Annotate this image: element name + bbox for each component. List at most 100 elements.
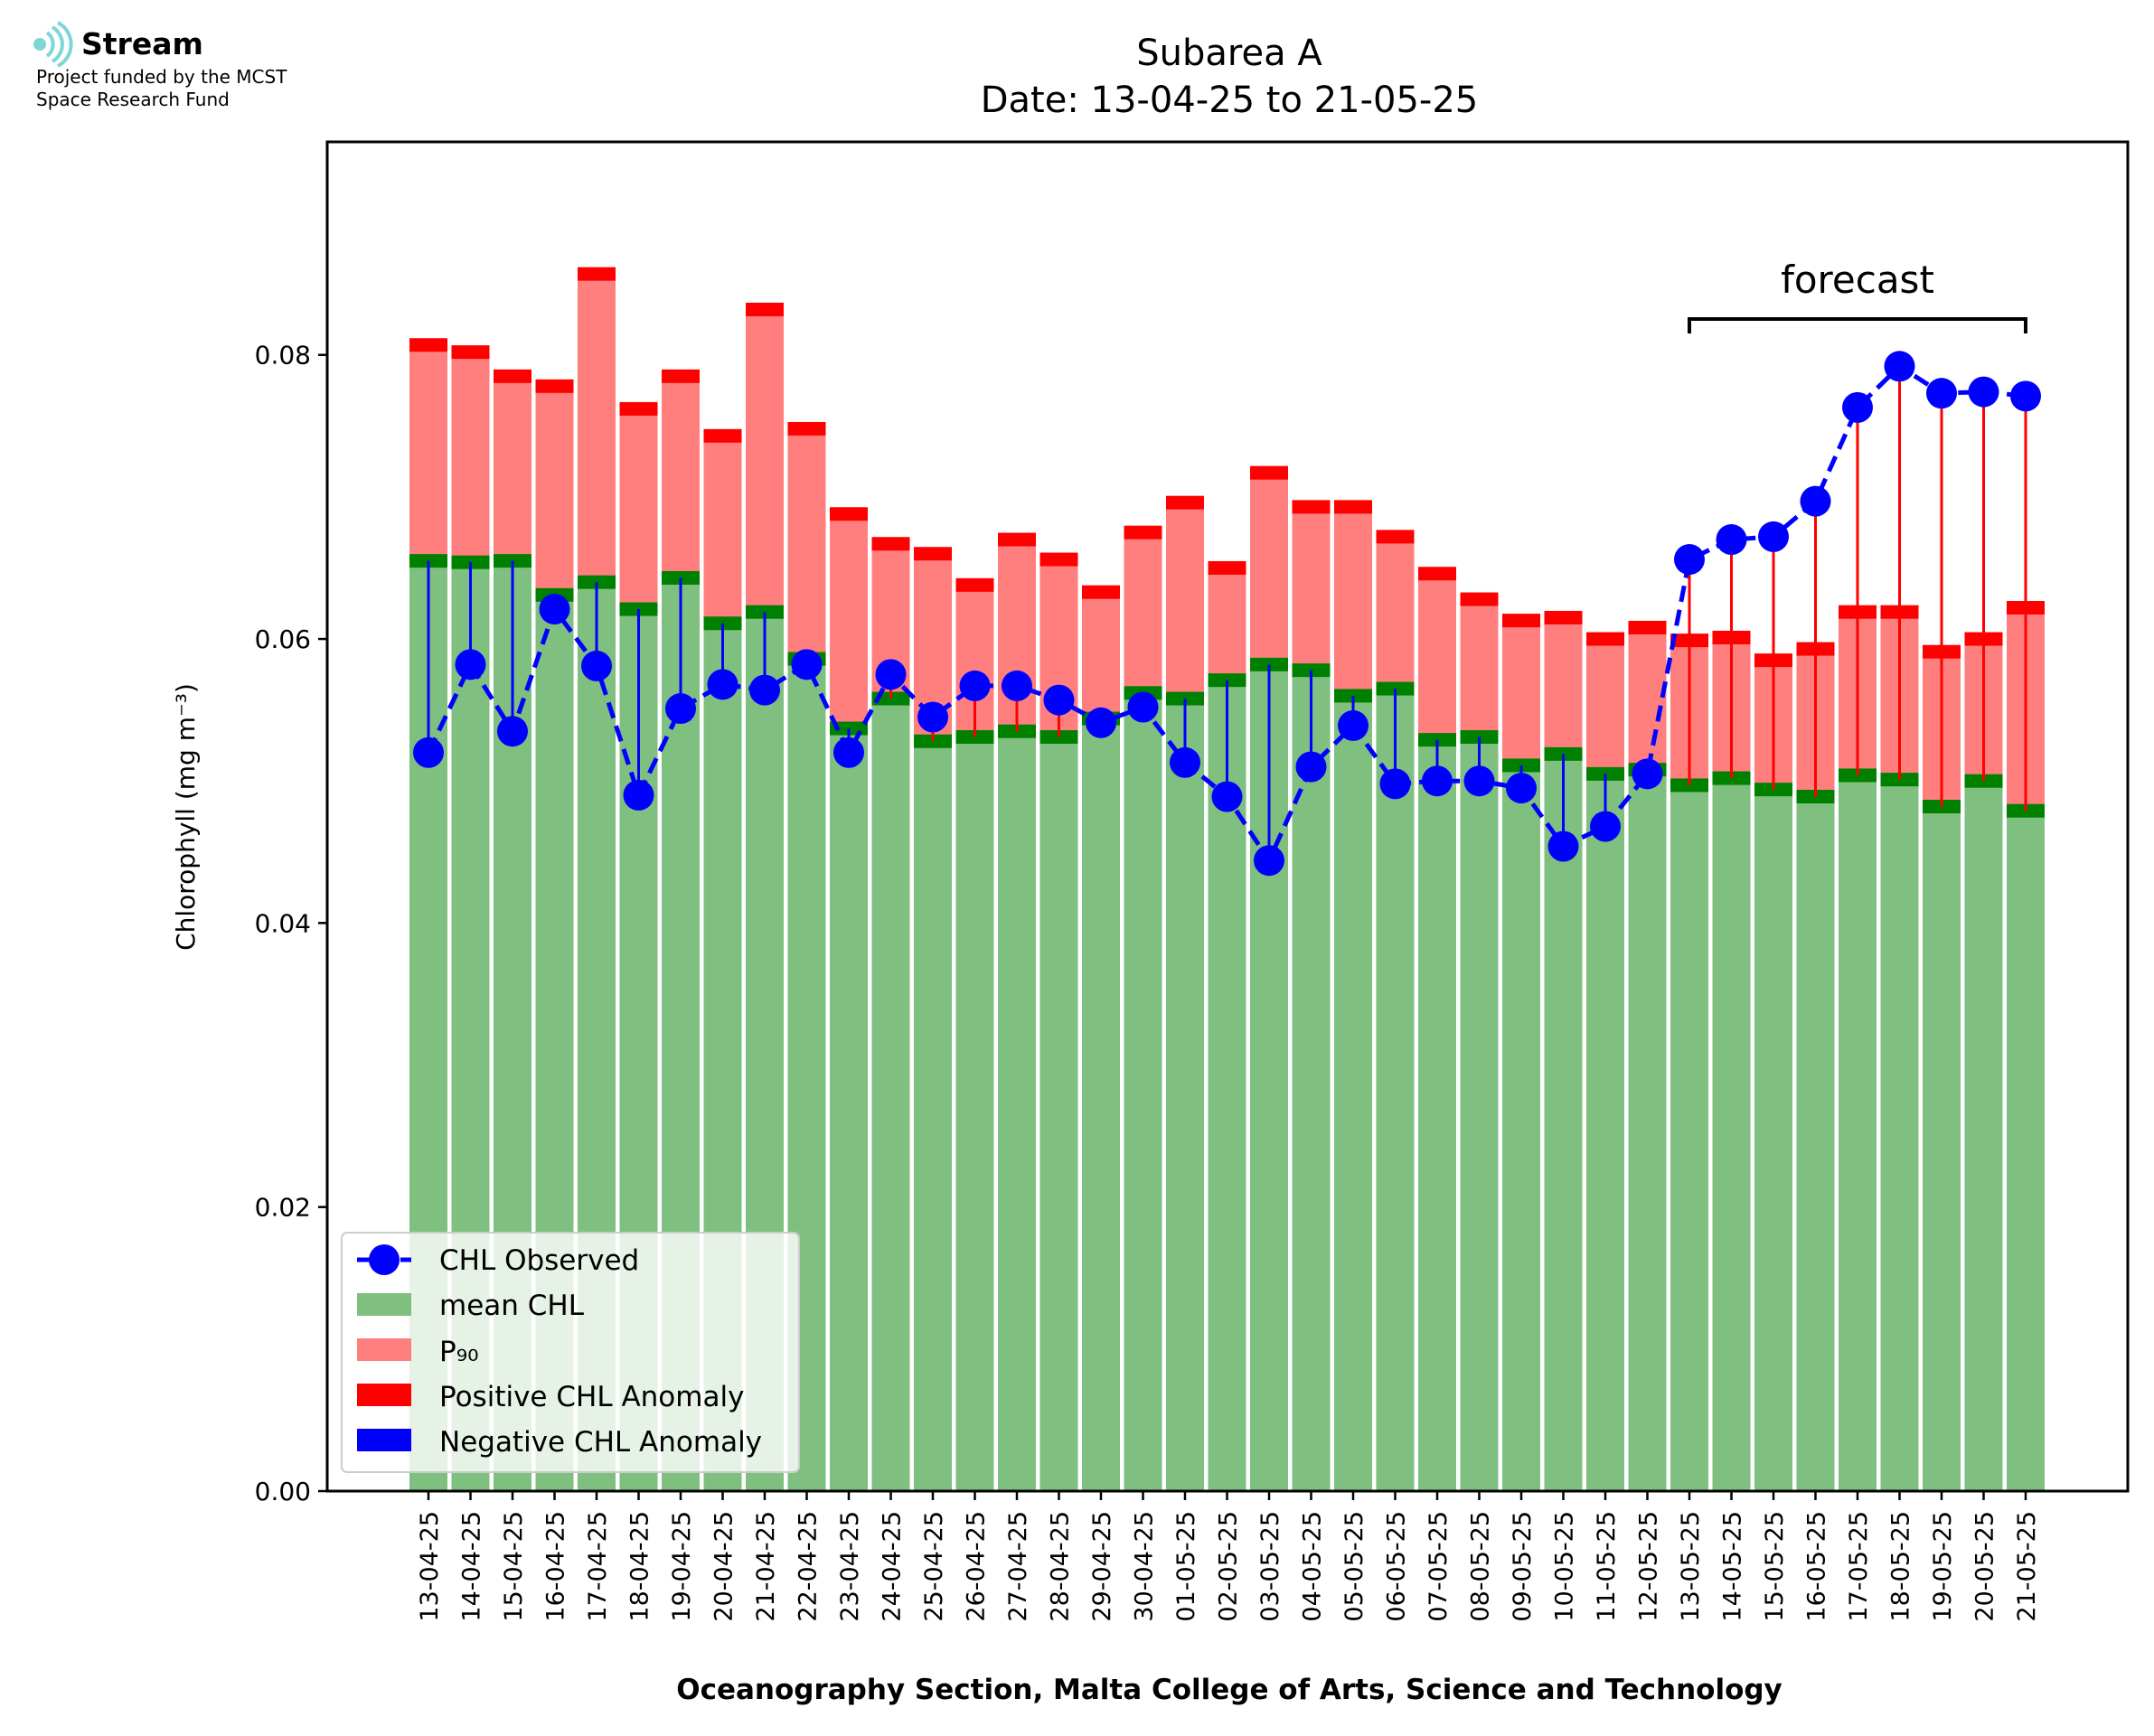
legend-item-negative-anomaly: Negative CHL Anomaly [357,1426,762,1459]
p90-bar-cap [494,369,531,383]
mean-bar [2007,811,2045,1491]
x-tick-label: 15-04-25 [500,1511,528,1622]
x-tick-label: 19-04-25 [668,1511,696,1622]
observed-point [2010,380,2041,412]
legend-label-negative-anomaly: Negative CHL Anomaly [439,1426,762,1459]
forecast-label: forecast [1781,258,1934,302]
p90-bar-cap [1208,560,1246,575]
observed-point [1379,768,1411,800]
x-tick-label: 25-04-25 [920,1511,948,1622]
observed-point [833,737,864,768]
p90-bar-cap [1376,530,1415,544]
y-tick-label: 0.04 [255,908,311,938]
x-tick-label: 21-05-25 [2013,1511,2041,1622]
mean-bar [955,737,994,1491]
logo-funding-line2: Space Research Fund [36,89,230,110]
logo-name: Stream [81,26,203,61]
p90-bar-cap [1250,465,1288,480]
p90-bar-cap [1418,567,1456,581]
observed-point [1422,765,1453,797]
stream-logo: Stream Project funded by the MCST Space … [33,21,287,110]
observed-point [1884,351,1915,382]
x-tick-label: 12-05-25 [1635,1511,1663,1622]
p90-bar-cap [1039,552,1078,567]
observed-point [1002,670,1032,701]
logo-funding-line1: Project funded by the MCST [36,66,287,88]
x-tick-label: 17-05-25 [1845,1511,1873,1622]
legend-item-p90: P₉₀ [357,1336,479,1368]
x-axis-label: Oceanography Section, Malta College of A… [676,1674,1782,1706]
observed-point [1506,773,1537,804]
p90-bar-cap [871,537,910,551]
x-tick-label: 07-05-25 [1425,1511,1453,1622]
mean-bar [1124,692,1162,1491]
observed-point [539,594,570,625]
legend-item-positive-anomaly: Positive CHL Anomaly [357,1381,744,1413]
p90-bar-cap [787,421,826,436]
y-axis: 0.00 0.02 0.04 0.06 0.08 [255,341,327,1506]
x-tick-label: 11-05-25 [1593,1511,1621,1622]
chart-subtitle: Date: 13-04-25 to 21-05-25 [981,80,1479,121]
x-tick-label: 14-05-25 [1719,1511,1747,1622]
observed-point [1842,391,1873,423]
x-tick-label: 13-05-25 [1677,1511,1705,1622]
x-tick-label: 09-05-25 [1509,1511,1537,1622]
p90-bar-cap [451,345,490,360]
observed-point [1086,707,1116,738]
p90-bar-cap [746,302,784,316]
p90-bar-cap [1544,610,1583,624]
x-tick-label: 03-05-25 [1256,1511,1284,1622]
mean-bar [1923,806,1961,1491]
x-tick-label: 29-04-25 [1088,1511,1116,1622]
y-tick-label: 0.06 [255,624,311,654]
mean-bar [1754,789,1792,1491]
legend-label-observed: CHL Observed [439,1244,639,1277]
x-tick-label: 23-04-25 [836,1511,864,1622]
observed-point [1926,378,1957,409]
p90-bar-cap [1166,495,1204,510]
x-tick-label: 05-05-25 [1340,1511,1369,1622]
p90-bar-cap [914,547,952,561]
x-tick-label: 21-04-25 [752,1511,780,1622]
x-tick-label: 13-04-25 [416,1511,444,1622]
p90-bar-cap [1334,500,1372,514]
observed-point [1338,709,1369,741]
observed-point [1800,485,1831,517]
x-tick-label: 19-05-25 [1929,1511,1957,1622]
p90-bar-cap [1586,632,1624,646]
y-tick-label: 0.00 [255,1477,311,1506]
observed-point [1295,751,1327,783]
observed-point [749,674,780,706]
p90-bar-cap [1124,525,1162,540]
observed-point [497,716,528,747]
observed-point [707,669,738,700]
observed-point [1674,544,1705,576]
p90-bar-cap [1082,585,1120,599]
p90-bar-cap [409,338,447,352]
p90-bar-cap [1502,614,1540,628]
x-tick-label: 17-04-25 [584,1511,612,1622]
mean-bar [1460,737,1499,1491]
observed-point [455,649,486,680]
observed-point [959,670,991,701]
mean-bar [998,731,1036,1491]
p90-bar-cap [830,507,868,521]
legend: CHL Observed mean CHL P₉₀ Positive CHL A… [341,1232,800,1473]
x-tick-label: 02-05-25 [1215,1511,1243,1622]
x-tick-label: 30-04-25 [1131,1511,1159,1622]
p90-bar-cap [1628,620,1667,634]
observed-point [1758,521,1789,552]
x-tick-label: 20-05-25 [1971,1511,1999,1622]
legend-label-positive-anomaly: Positive CHL Anomaly [439,1381,744,1413]
observed-point [917,701,948,733]
mean-bar [1880,779,1919,1491]
mean-bar [1166,699,1204,1491]
mean-bar [1376,689,1415,1491]
p90-bar-cap [1292,500,1331,514]
legend-item-observed: CHL Observed [357,1244,639,1277]
x-tick-label: 18-05-25 [1887,1511,1915,1622]
legend-label-p90: P₉₀ [439,1336,479,1368]
mean-bar [1839,774,1877,1491]
x-tick-label: 24-04-25 [879,1511,907,1622]
x-tick-label: 26-04-25 [963,1511,991,1622]
